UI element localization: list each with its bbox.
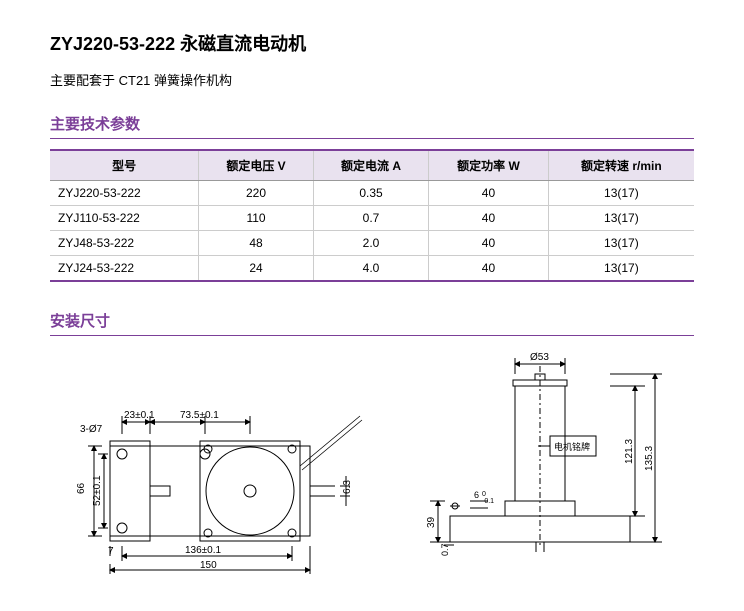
section-heading-dims: 安装尺寸 [50, 310, 694, 336]
table-cell: 110 [199, 206, 313, 231]
col-current: 额定电流 A [313, 150, 428, 181]
nameplate-label: 电机铭牌 [554, 441, 590, 452]
table-cell: ZYJ24-53-222 [50, 256, 199, 282]
dim-52: 52±0.1 [92, 475, 103, 506]
table-cell: 48 [199, 231, 313, 256]
dim-07: 0.7 [440, 543, 450, 556]
dim-hole-label: 3-Ø7 [80, 424, 103, 435]
section-heading-params: 主要技术参数 [50, 113, 694, 139]
dim-53: Ø53 [530, 352, 549, 363]
dim-1353: 135.3 [644, 446, 655, 471]
col-model: 型号 [50, 150, 199, 181]
dim-1213: 121.3 [624, 439, 635, 464]
table-cell: 0.7 [313, 206, 428, 231]
col-speed: 额定转速 r/min [548, 150, 694, 181]
dim-6-tol0: 0 [482, 491, 486, 498]
table-row: ZYJ110-53-2221100.74013(17) [50, 206, 694, 231]
dim-136: 136±0.1 [185, 545, 222, 556]
table-cell: ZYJ48-53-222 [50, 231, 199, 256]
dim-23: 23±0.1 [124, 410, 155, 421]
dim-735: 73.5±0.1 [180, 410, 219, 421]
dim-7: 7 [108, 546, 114, 557]
table-row: ZYJ24-53-222244.04013(17) [50, 256, 694, 282]
dim-39: 39 [426, 516, 437, 528]
subtitle: 主要配套于 CT21 弹簧操作机构 [50, 70, 694, 89]
table-cell: 0.35 [313, 181, 428, 206]
col-voltage: 额定电压 V [199, 150, 313, 181]
table-cell: ZYJ110-53-222 [50, 206, 199, 231]
table-cell: 2.0 [313, 231, 428, 256]
table-cell: 40 [429, 231, 548, 256]
table-cell: 4.0 [313, 256, 428, 282]
dim-63: 6.3 [342, 480, 353, 494]
table-cell: 24 [199, 256, 313, 282]
table-cell: 13(17) [548, 256, 694, 282]
table-cell: 40 [429, 181, 548, 206]
table-row: ZYJ220-53-2222200.354013(17) [50, 181, 694, 206]
table-row: ZYJ48-53-222482.04013(17) [50, 231, 694, 256]
dim-6: 6 [474, 490, 479, 500]
col-power: 额定功率 W [429, 150, 548, 181]
table-cell: 13(17) [548, 181, 694, 206]
dim-6-tol: -0.1 [482, 498, 494, 505]
table-cell: 40 [429, 206, 548, 231]
table-cell: 220 [199, 181, 313, 206]
table-cell: 40 [429, 256, 548, 282]
page-title: ZYJ220-53-222 永磁直流电动机 [50, 30, 694, 56]
dimension-diagram: 3-Ø7 23±0.1 73.5±0.1 66 52±0.1 7 136±0.1… [50, 346, 694, 581]
table-cell: 13(17) [548, 231, 694, 256]
table-cell: ZYJ220-53-222 [50, 181, 199, 206]
specs-table: 型号 额定电压 V 额定电流 A 额定功率 W 额定转速 r/min ZYJ22… [50, 149, 694, 282]
dim-150: 150 [200, 560, 217, 571]
table-cell: 13(17) [548, 206, 694, 231]
dim-66: 66 [76, 482, 87, 494]
